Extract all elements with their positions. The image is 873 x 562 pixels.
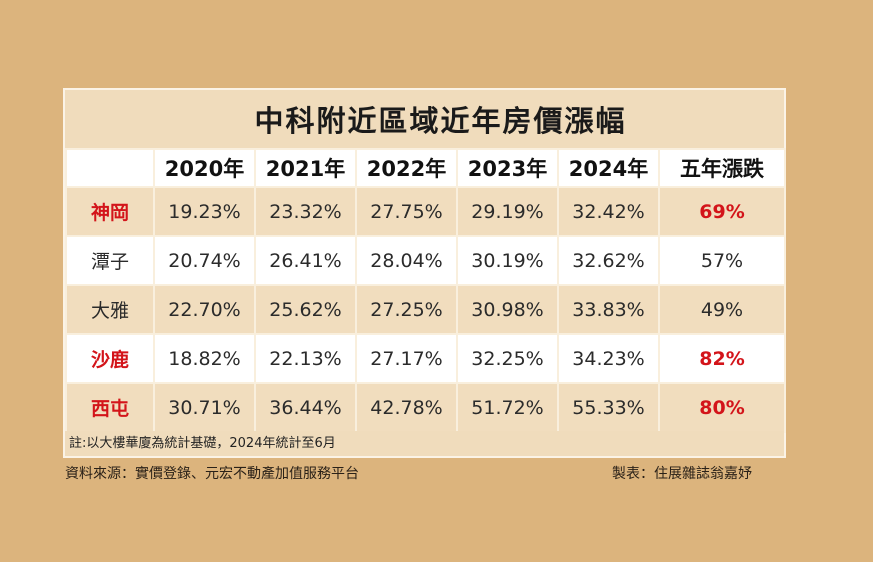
five-year-change-cell: 82% <box>658 333 786 384</box>
value-cell: 27.25% <box>355 284 458 335</box>
table-row: 大雅 22.70% 25.62% 27.25% 30.98% 33.83% 49% <box>65 284 786 335</box>
table-row: 沙鹿 18.82% 22.13% 27.17% 32.25% 34.23% 82% <box>65 333 786 384</box>
value-cell: 30.71% <box>153 382 256 433</box>
header-cell-five-year: 五年漲跌 <box>658 148 786 188</box>
value-cell: 34.23% <box>557 333 660 384</box>
table-row: 西屯 30.71% 36.44% 42.78% 51.72% 55.33% 80% <box>65 382 786 433</box>
header-cell-2021: 2021年 <box>254 148 357 188</box>
five-year-change-cell: 69% <box>658 186 786 237</box>
value-cell: 18.82% <box>153 333 256 384</box>
price-table-card: 中科附近區域近年房價漲幅 2020年 2021年 2022年 2023年 202… <box>63 88 786 458</box>
value-cell: 42.78% <box>355 382 458 433</box>
header-cell-2023: 2023年 <box>456 148 559 188</box>
value-cell: 32.25% <box>456 333 559 384</box>
value-cell: 51.72% <box>456 382 559 433</box>
five-year-change-cell: 57% <box>658 235 786 286</box>
region-cell: 西屯 <box>65 382 155 433</box>
title-bar: 中科附近區域近年房價漲幅 <box>65 90 784 148</box>
region-cell: 神岡 <box>65 186 155 237</box>
header-cell-2024: 2024年 <box>557 148 660 188</box>
header-cell-region <box>65 148 155 188</box>
value-cell: 36.44% <box>254 382 357 433</box>
value-cell: 23.32% <box>254 186 357 237</box>
value-cell: 26.41% <box>254 235 357 286</box>
value-cell: 28.04% <box>355 235 458 286</box>
region-cell: 潭子 <box>65 235 155 286</box>
table-body: 神岡 19.23% 23.32% 27.75% 29.19% 32.42% 69% 潭子 20.… <box>65 186 786 433</box>
price-growth-table: 2020年 2021年 2022年 2023年 2024年 五年漲跌 神岡 19.… <box>65 148 786 433</box>
value-cell: 27.17% <box>355 333 458 384</box>
value-cell: 32.42% <box>557 186 660 237</box>
value-cell: 22.70% <box>153 284 256 335</box>
table-row: 神岡 19.23% 23.32% 27.75% 29.19% 32.42% 69% <box>65 186 786 237</box>
table-title: 中科附近區域近年房價漲幅 <box>254 104 627 138</box>
value-cell: 30.19% <box>456 235 559 286</box>
five-year-change-cell: 80% <box>658 382 786 433</box>
value-cell: 19.23% <box>153 186 256 237</box>
source-credit: 資料來源：實價登錄、元宏不動產加值服務平台 <box>65 466 359 482</box>
header-row: 2020年 2021年 2022年 2023年 2024年 五年漲跌 <box>65 148 786 188</box>
value-cell: 29.19% <box>456 186 559 237</box>
header-cell-2020: 2020年 <box>153 148 256 188</box>
value-cell: 33.83% <box>557 284 660 335</box>
region-cell: 沙鹿 <box>65 333 155 384</box>
value-cell: 30.98% <box>456 284 559 335</box>
value-cell: 32.62% <box>557 235 660 286</box>
table-note: 註:以大樓華廈為統計基礎，2024年統計至6月 <box>65 431 784 456</box>
table-row: 潭子 20.74% 26.41% 28.04% 30.19% 32.62% 57% <box>65 235 786 286</box>
author-credit: 製表：住展雜誌翁嘉妤 <box>612 466 752 482</box>
five-year-change-cell: 49% <box>658 284 786 335</box>
value-cell: 25.62% <box>254 284 357 335</box>
value-cell: 22.13% <box>254 333 357 384</box>
value-cell: 55.33% <box>557 382 660 433</box>
header-cell-2022: 2022年 <box>355 148 458 188</box>
value-cell: 20.74% <box>153 235 256 286</box>
region-cell: 大雅 <box>65 284 155 335</box>
value-cell: 27.75% <box>355 186 458 237</box>
